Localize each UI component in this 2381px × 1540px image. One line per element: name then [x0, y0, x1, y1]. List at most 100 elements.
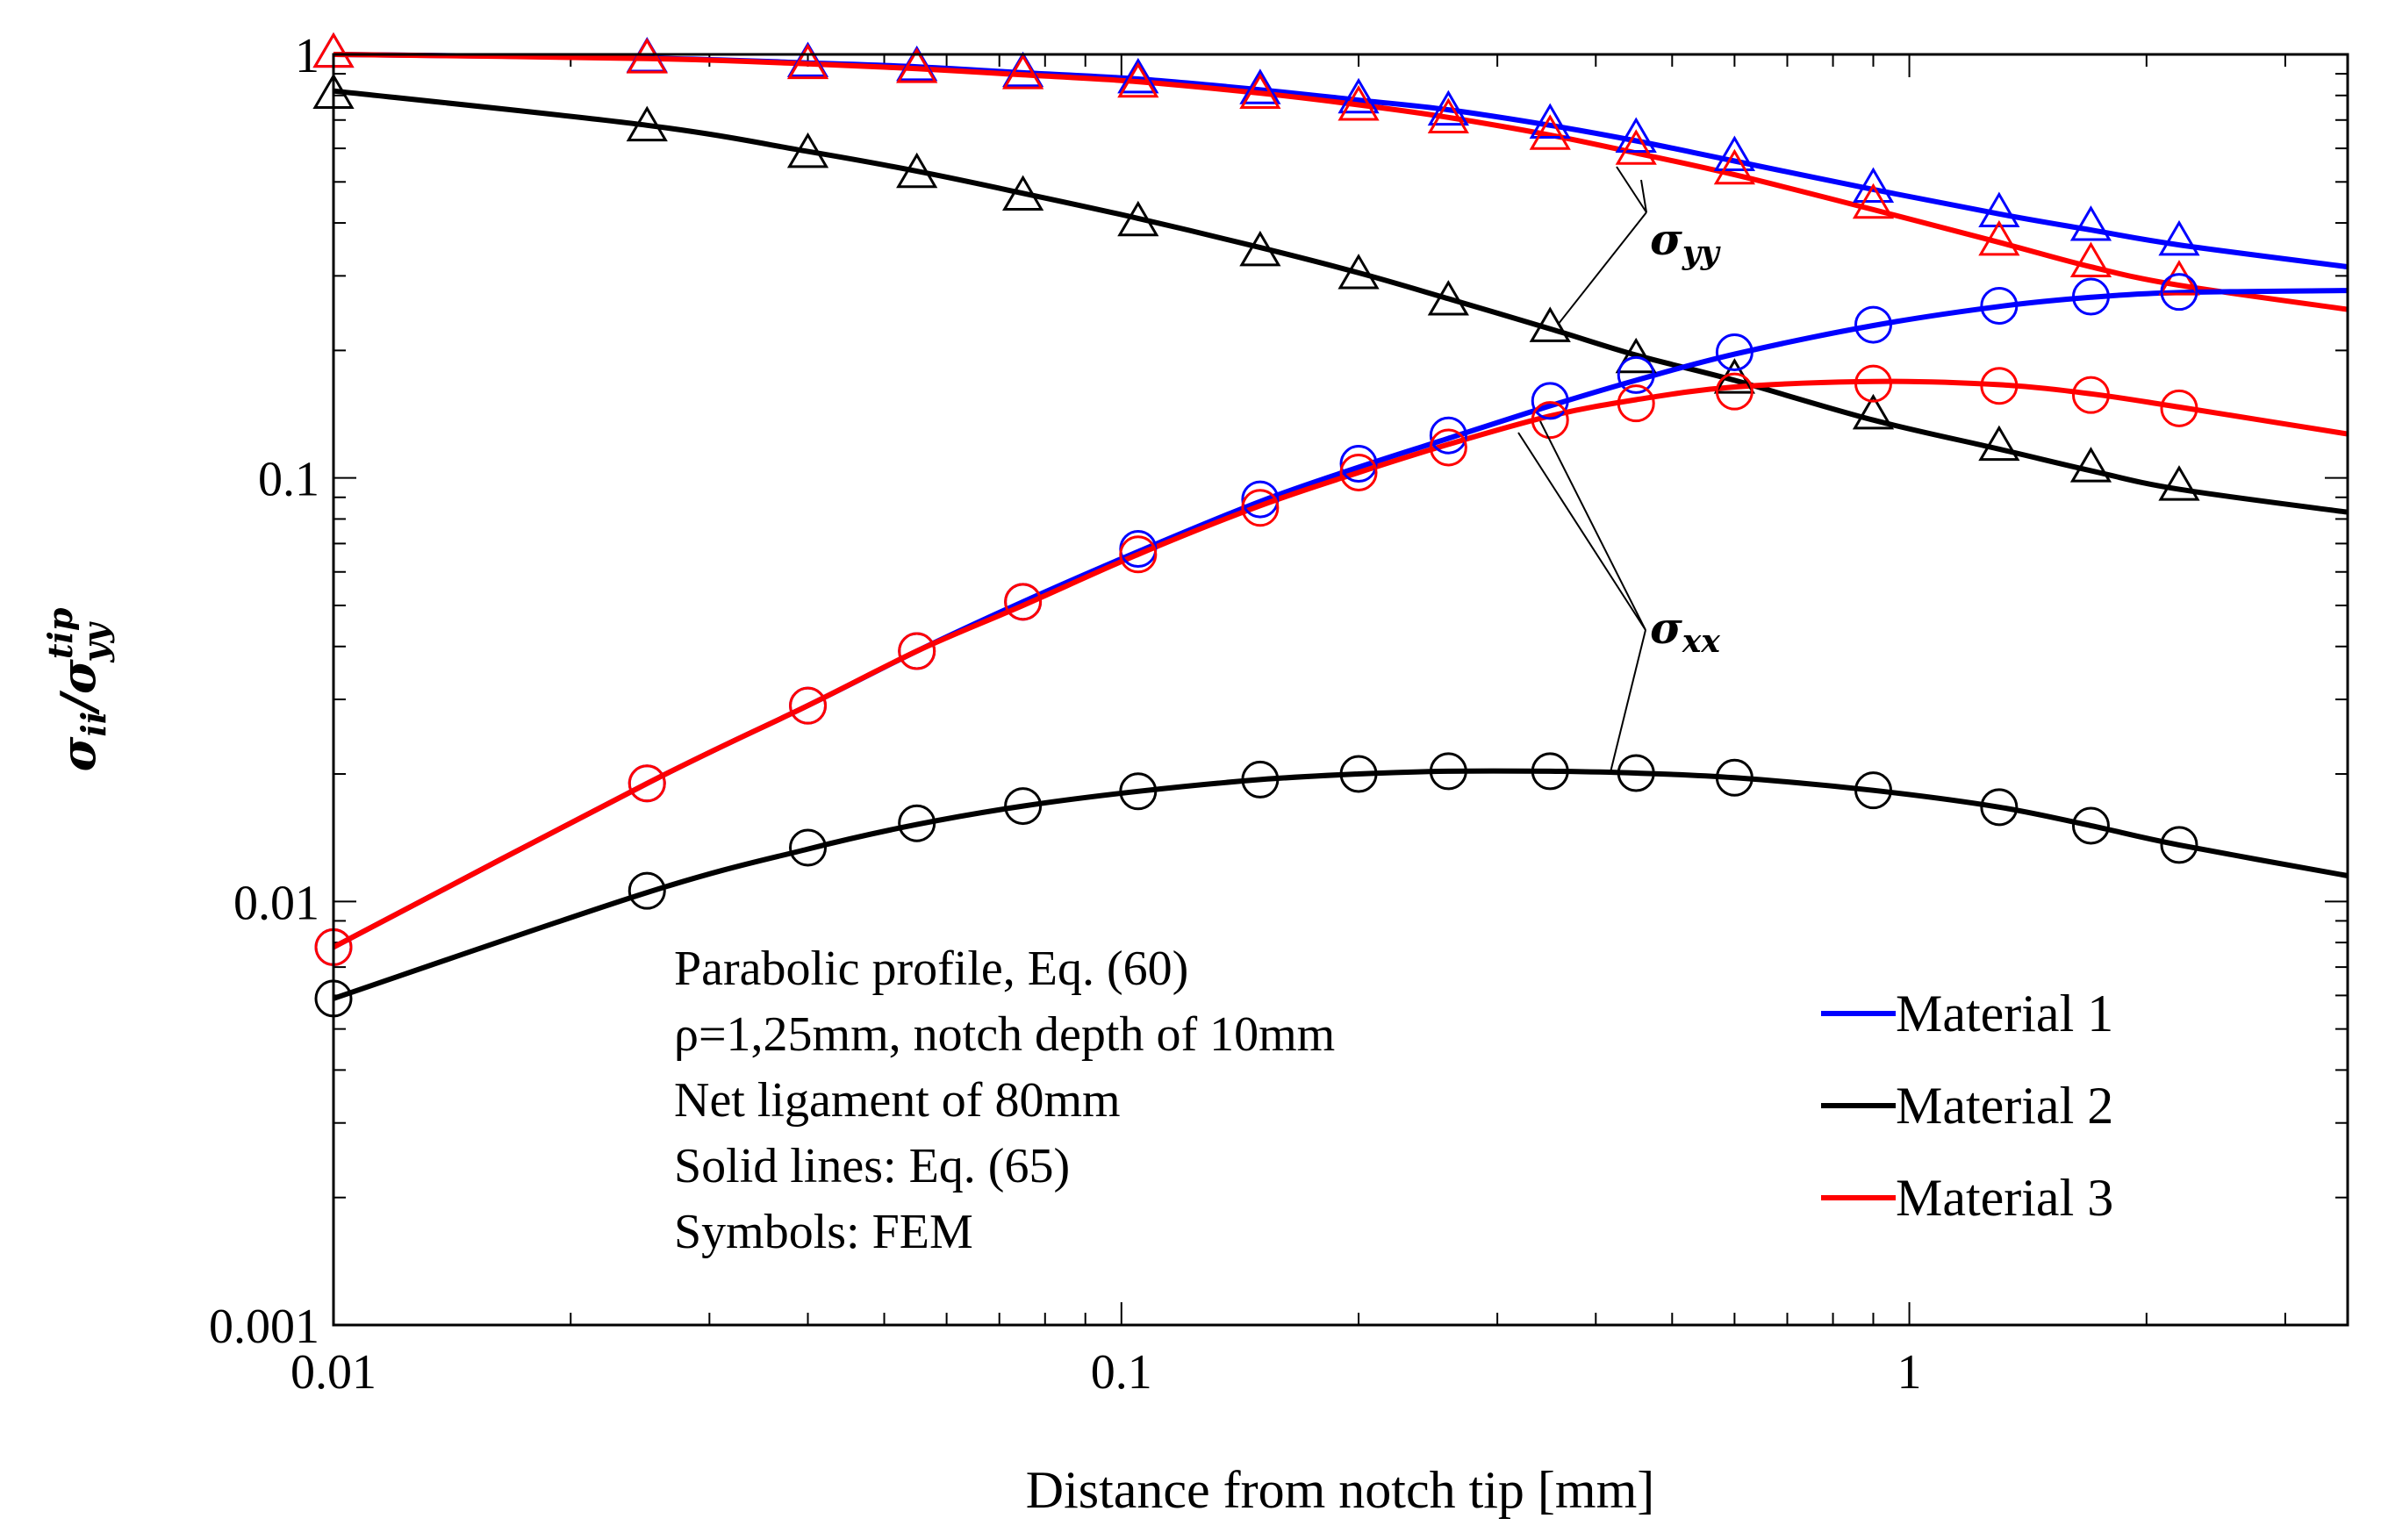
marker-circle — [1241, 480, 1280, 519]
marker-circle — [2071, 806, 2110, 845]
y-axis-title-den-subscript: yy — [75, 621, 115, 663]
marker-triangle — [1978, 425, 2020, 462]
marker-circle — [2071, 376, 2110, 414]
marker-circle — [1119, 772, 1158, 811]
marker-triangle — [1427, 280, 1469, 316]
marker-circle — [1004, 583, 1043, 621]
marker-circle — [2160, 826, 2198, 864]
leader-line-yy-3 — [1557, 211, 1647, 326]
marker-circle — [789, 828, 828, 867]
marker-circle — [898, 632, 936, 670]
annotation-sigma-xx-subscript: xx — [1682, 623, 1720, 660]
marker-circle — [2071, 277, 2110, 316]
legend-label-material-2: Material 2 — [1896, 1077, 2113, 1135]
y-tick-label: 0.01 — [233, 876, 319, 930]
marker-circle — [1531, 401, 1569, 440]
marker-triangle — [786, 43, 829, 80]
marker-triangle — [2158, 219, 2200, 256]
marker-triangle — [1239, 73, 1281, 109]
leader-line-yy-1 — [1616, 166, 1647, 213]
marker-circle — [898, 804, 936, 842]
marker-circle — [1531, 752, 1569, 791]
marker-circle — [2160, 389, 2198, 427]
marker-circle — [1715, 333, 1753, 371]
y-axis-title-den-symbol: σ — [50, 659, 106, 694]
marker-circle — [1980, 788, 2019, 827]
marker-circle — [1429, 428, 1467, 467]
y-axis-title: σii/σtipyy — [40, 607, 115, 771]
marker-triangle — [1529, 306, 1571, 342]
marker-triangle — [2069, 241, 2112, 278]
marker-triangle — [1978, 191, 2020, 228]
x-tick-label: 0.01 — [290, 1345, 377, 1400]
marker-triangle — [1002, 54, 1044, 90]
marker-triangle — [1239, 68, 1281, 104]
annotation-sigma-xx: σxx — [1650, 602, 1720, 660]
marker-triangle — [1615, 117, 1657, 154]
legend-label-material-3: Material 3 — [1896, 1169, 2113, 1227]
marker-triangle — [1713, 135, 1756, 172]
marker-circle — [1980, 367, 2019, 405]
notes-block: Parabolic profile, Eq. (60) ρ=1,25mm, no… — [674, 942, 1335, 1259]
marker-triangle — [1852, 393, 1895, 430]
marker-circle — [1339, 445, 1378, 483]
marker-triangle — [1529, 114, 1571, 150]
marker-circle — [1854, 305, 1892, 344]
marker-triangle — [2069, 205, 2112, 241]
note-line-1: Parabolic profile, Eq. (60) — [674, 942, 1188, 996]
marker-triangle — [1338, 254, 1380, 290]
marker-triangle — [1427, 90, 1469, 126]
marker-triangle — [1117, 61, 1159, 98]
marker-circle — [1339, 755, 1378, 793]
marker-triangle — [1978, 219, 2020, 256]
marker-circle — [1004, 787, 1043, 826]
marker-triangle — [1239, 230, 1281, 267]
marker-triangle — [1338, 77, 1380, 114]
marker-triangle — [626, 38, 668, 74]
marker-circle — [2160, 273, 2198, 312]
marker-triangle — [2069, 447, 2112, 483]
marker-circle — [1119, 535, 1158, 574]
series-line-4 — [333, 52, 2349, 312]
annotation-sigma-yy: σyy — [1650, 213, 1721, 271]
marker-triangle — [1529, 103, 1571, 140]
legend-label-material-1: Material 1 — [1896, 985, 2113, 1042]
marker-circle — [789, 686, 828, 725]
marker-triangle — [1713, 148, 1756, 185]
marker-triangle — [1002, 175, 1044, 211]
leader-line-xx-3 — [1610, 629, 1646, 773]
marker-triangle — [896, 47, 938, 83]
axis-ticks — [333, 54, 2348, 1326]
y-axis-title-den-superscript: tip — [40, 607, 80, 659]
y-axis-title-subscript: ii — [74, 712, 113, 737]
marker-circle — [1241, 760, 1280, 799]
plot-frame — [332, 53, 2349, 1327]
leader-line-xx-2 — [1539, 420, 1646, 631]
plot-markers — [312, 32, 2200, 1018]
marker-circle — [1854, 771, 1892, 810]
annotation-sigma-xx-symbol: σ — [1650, 602, 1682, 654]
legend: Material 1 Material 2 Material 3 — [1821, 985, 2113, 1227]
note-line-3: Net ligament of 80mm — [674, 1073, 1121, 1128]
marker-circle — [1339, 453, 1378, 491]
marker-triangle — [1615, 129, 1657, 165]
y-tick-label: 0.1 — [258, 453, 319, 507]
marker-circle — [1715, 758, 1753, 797]
x-tick-label: 0.1 — [1091, 1345, 1152, 1400]
series-line-10 — [332, 378, 2349, 950]
annotation-sigma-yy-symbol: σ — [1650, 213, 1682, 265]
marker-triangle — [626, 105, 668, 142]
marker-triangle — [1427, 97, 1469, 133]
marker-triangle — [1338, 85, 1380, 121]
plot-series — [332, 52, 2349, 1001]
note-line-2: ρ=1,25mm, notch depth of 10mm — [674, 1007, 1335, 1062]
y-tick-label: 1 — [295, 29, 319, 83]
marker-circle — [1854, 364, 1892, 403]
series-line-8 — [333, 768, 2349, 1001]
marker-circle — [628, 871, 666, 910]
note-line-4: Solid lines: Eq. (65) — [674, 1139, 1070, 1193]
marker-circle — [1715, 372, 1753, 411]
